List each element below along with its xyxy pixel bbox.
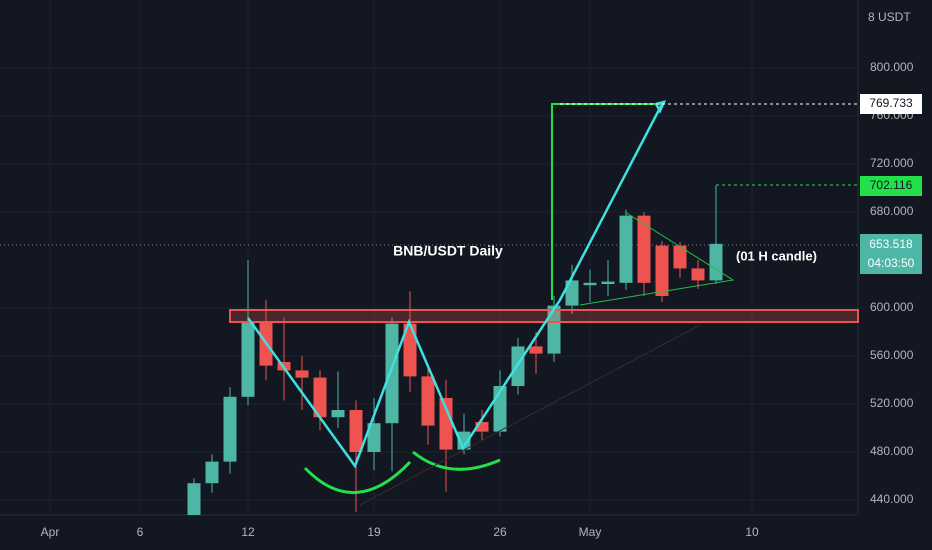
candle-body: [331, 410, 345, 418]
candle-body: [673, 245, 687, 269]
pattern-line: [246, 103, 664, 469]
candle-body: [349, 410, 363, 453]
candle-body: [547, 305, 561, 354]
candle-body: [367, 423, 381, 453]
candles: [187, 185, 723, 515]
candle-body: [421, 376, 435, 426]
y-tick-label: 480.000: [870, 444, 914, 458]
y-tick-label: 520.000: [870, 396, 914, 410]
candle-body: [691, 268, 705, 281]
bottom-curve: [303, 460, 412, 494]
resistance-zone: [229, 309, 859, 323]
high-price: 702.116: [870, 178, 913, 192]
candle-body: [583, 282, 597, 286]
x-tick-label: May: [579, 525, 602, 539]
candle-body: [475, 422, 489, 432]
y-tick-label: 560.000: [870, 348, 914, 362]
last-badge: [860, 234, 922, 274]
candle-body: [565, 280, 579, 306]
candle-body: [439, 398, 453, 450]
candle-body: [313, 377, 327, 418]
x-tick-label: 12: [241, 525, 255, 539]
target-badge: [860, 94, 922, 114]
axis-unit: 8 USDT: [868, 10, 911, 24]
y-tick-label: 600.000: [870, 300, 914, 314]
candle-body: [241, 322, 255, 397]
y-tick-label: 720.000: [870, 156, 914, 170]
candle-body: [187, 483, 201, 515]
y-tick-label: 680.000: [870, 204, 914, 218]
last-price: 653.518: [869, 237, 913, 251]
candle-body: [385, 323, 399, 424]
candle-body: [637, 215, 651, 283]
annotation: (01 H candle): [736, 248, 817, 263]
x-tick-label: 26: [493, 525, 507, 539]
x-tick-label: 10: [745, 525, 759, 539]
bottom-curve: [412, 450, 501, 471]
candle-body: [529, 346, 543, 354]
target-price: 769.733: [869, 96, 913, 110]
axis-labels: 440.000 480.000 520.000 560.000 600.000 680.0…: [41, 60, 914, 539]
triangle: [579, 211, 735, 306]
candle-body: [295, 370, 309, 378]
countdown: 04:03:50: [868, 256, 915, 270]
candle-body: [403, 323, 417, 377]
x-tick-label: Apr: [41, 525, 60, 539]
y-tick-label: 440.000: [870, 492, 914, 506]
candle-body: [655, 245, 669, 297]
target-measure: [551, 103, 660, 300]
x-tick-label: 6: [137, 525, 144, 539]
candle-body: [205, 461, 219, 484]
candle-body: [223, 396, 237, 462]
candle-body: [619, 215, 633, 283]
y-tick-label: 800.000: [870, 60, 914, 74]
candle-body: [601, 281, 615, 285]
high-badge: [860, 176, 922, 196]
trend-line: [359, 324, 701, 506]
chart-title: BNB/USDT Daily: [393, 243, 503, 259]
candle-body: [709, 243, 723, 281]
x-tick-label: 19: [367, 525, 381, 539]
